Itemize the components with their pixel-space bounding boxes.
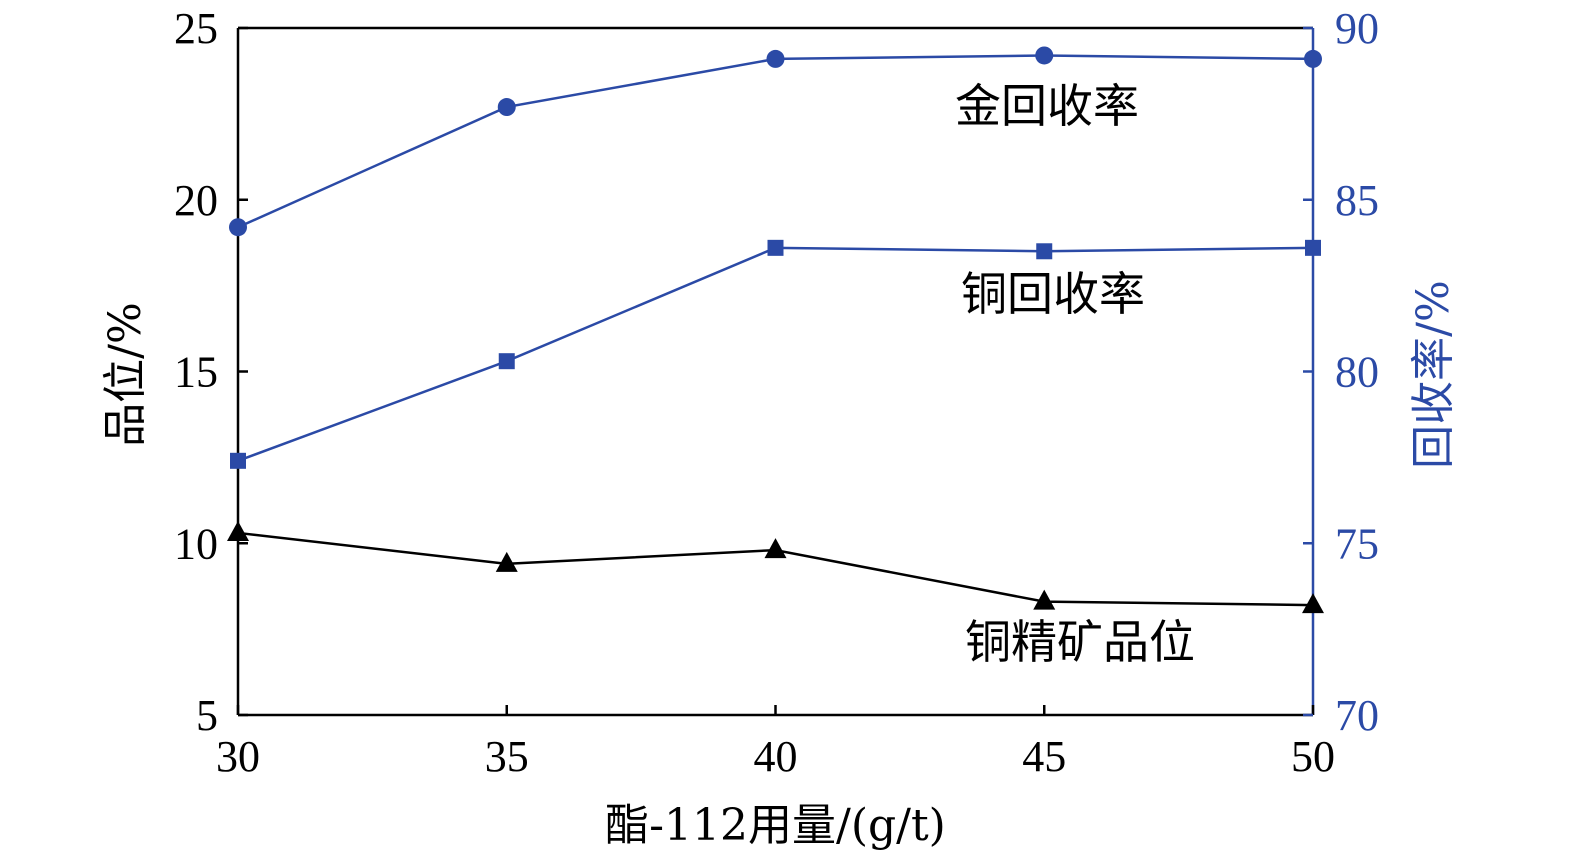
- y-right-tick-label: 75: [1335, 519, 1379, 568]
- series-label: 金回收率: [955, 79, 1139, 133]
- data-point-triangle: [227, 520, 249, 541]
- y-right-tick-label: 85: [1335, 176, 1379, 225]
- data-point-circle: [1304, 49, 1322, 68]
- y-right-tick-label: 70: [1335, 691, 1379, 740]
- series-line: [237, 246, 1314, 462]
- data-point-circle: [1035, 46, 1054, 65]
- data-point-circle: [766, 49, 785, 68]
- data-point-circle: [229, 218, 247, 237]
- x-axis-title: 酯-112用量/(g/t): [605, 800, 946, 851]
- data-point-circle: [497, 98, 516, 117]
- x-tick-label: 30: [216, 732, 260, 781]
- y-left-tick-label: 5: [196, 691, 218, 740]
- data-point-triangle: [764, 538, 787, 559]
- data-point-square: [1305, 239, 1321, 256]
- y-right-tick-label: 90: [1335, 4, 1379, 53]
- series: [227, 46, 1324, 614]
- data-point-square: [767, 239, 784, 256]
- axes: [236, 26, 1315, 717]
- data-point-triangle: [1302, 593, 1324, 614]
- ticks: 30 35 40 45 50 5 10 15 20 25 70 75 80 85 90: [174, 4, 1379, 781]
- x-tick-label: 35: [485, 732, 529, 781]
- data-point-square: [230, 452, 246, 469]
- y-right-axis-title: 回收率/%: [1408, 280, 1459, 469]
- y-left-axis-title: 品位/%: [100, 302, 151, 447]
- x-tick-label: 45: [1022, 732, 1066, 781]
- data-point-triangle: [1033, 589, 1056, 610]
- x-tick-label: 40: [754, 732, 798, 781]
- y-left-tick-label: 15: [174, 348, 218, 397]
- series-label: 铜回收率: [961, 267, 1145, 321]
- data-point-square: [1036, 243, 1053, 260]
- y-left-tick-label: 25: [174, 4, 218, 53]
- y-left-tick-label: 20: [174, 176, 218, 225]
- series-label: 铜精矿品位: [965, 615, 1195, 669]
- x-tick-label: 50: [1291, 732, 1335, 781]
- y-left-tick-label: 10: [174, 519, 218, 568]
- data-point-square: [498, 353, 515, 370]
- y-right-tick-label: 80: [1335, 348, 1379, 397]
- series-line: [237, 54, 1314, 229]
- data-point-triangle: [495, 551, 518, 572]
